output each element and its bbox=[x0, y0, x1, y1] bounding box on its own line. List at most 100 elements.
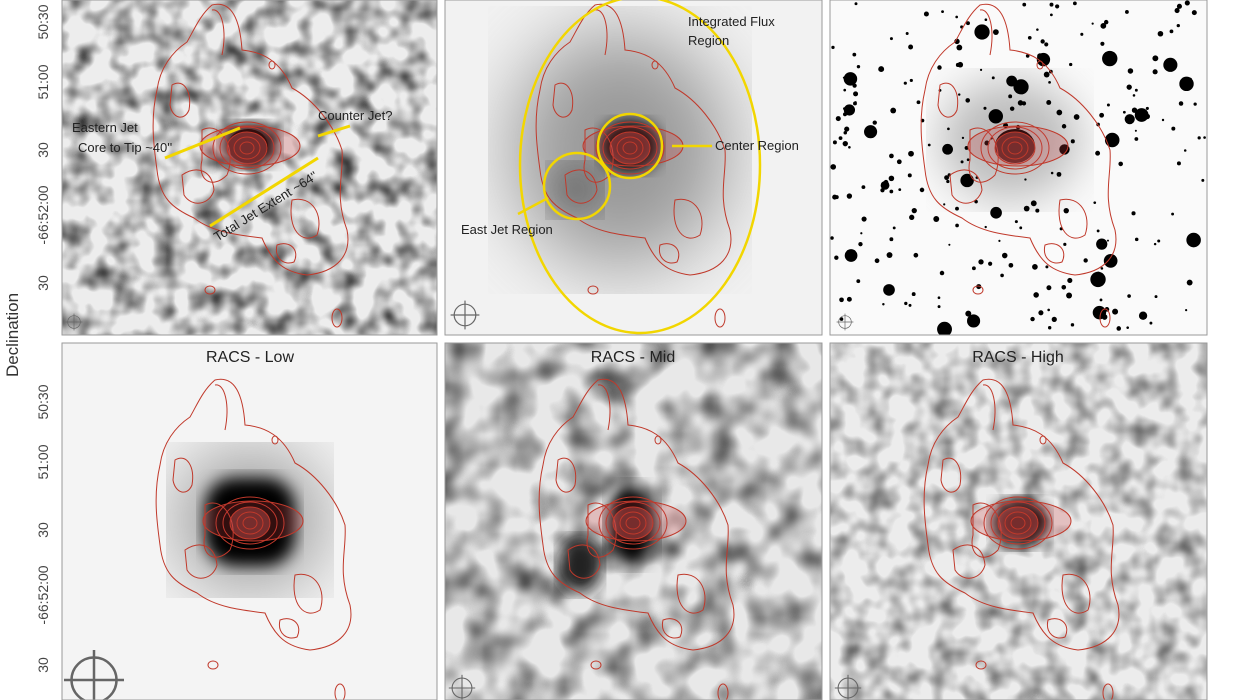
star bbox=[1063, 242, 1067, 246]
star bbox=[882, 303, 885, 306]
star bbox=[834, 255, 839, 260]
star bbox=[872, 120, 877, 125]
star bbox=[1047, 326, 1052, 330]
star bbox=[1000, 273, 1004, 278]
star bbox=[1103, 254, 1118, 268]
star bbox=[830, 236, 834, 240]
star bbox=[839, 317, 844, 321]
star bbox=[1112, 308, 1119, 315]
star bbox=[1037, 53, 1043, 59]
star bbox=[1044, 42, 1049, 47]
star bbox=[955, 206, 959, 211]
star bbox=[1134, 108, 1149, 122]
star bbox=[1102, 50, 1118, 67]
star bbox=[1030, 316, 1035, 322]
star bbox=[1174, 8, 1180, 14]
star bbox=[889, 189, 894, 194]
star bbox=[1127, 294, 1131, 298]
star bbox=[1103, 19, 1109, 25]
star bbox=[1185, 309, 1188, 312]
annotation: Core to Tip ~40'' bbox=[78, 140, 172, 155]
star bbox=[1127, 68, 1134, 74]
star bbox=[1184, 0, 1190, 6]
star bbox=[1066, 292, 1073, 299]
star bbox=[1169, 29, 1174, 34]
star bbox=[1009, 106, 1015, 111]
star bbox=[960, 173, 974, 188]
star bbox=[1091, 22, 1094, 25]
star bbox=[1201, 178, 1205, 182]
star bbox=[955, 15, 959, 19]
star bbox=[848, 145, 851, 149]
star bbox=[1096, 238, 1108, 250]
star bbox=[1131, 211, 1136, 216]
star bbox=[919, 187, 925, 193]
star bbox=[860, 232, 863, 235]
star bbox=[1188, 77, 1192, 82]
star bbox=[1197, 136, 1201, 140]
star bbox=[1032, 264, 1038, 270]
annotation: Eastern Jet bbox=[72, 120, 138, 135]
star bbox=[856, 64, 861, 69]
star bbox=[1045, 265, 1049, 269]
star bbox=[1030, 200, 1037, 207]
star bbox=[978, 259, 984, 265]
star bbox=[913, 252, 919, 258]
star bbox=[898, 188, 902, 192]
star bbox=[838, 136, 843, 140]
star bbox=[883, 179, 889, 185]
star bbox=[911, 207, 917, 214]
star bbox=[1090, 271, 1106, 288]
panel-frame bbox=[444, 342, 823, 700]
star bbox=[923, 11, 929, 17]
star bbox=[883, 284, 895, 296]
y-tick-label: 30 bbox=[35, 142, 51, 158]
star bbox=[1051, 316, 1057, 322]
star bbox=[1056, 171, 1062, 177]
star bbox=[1126, 326, 1129, 329]
panel-frame bbox=[829, 342, 1208, 700]
star bbox=[961, 136, 965, 140]
star bbox=[1013, 79, 1029, 95]
panel-6 bbox=[830, 343, 1207, 700]
star bbox=[1131, 107, 1138, 113]
star bbox=[1069, 62, 1073, 67]
panel-1 bbox=[62, 0, 437, 335]
star bbox=[1176, 23, 1180, 28]
star bbox=[960, 160, 964, 164]
star bbox=[909, 214, 915, 220]
star bbox=[1019, 226, 1023, 230]
star bbox=[911, 292, 916, 297]
annotation: Counter Jet? bbox=[318, 108, 392, 123]
y-tick-label: 51:00 bbox=[35, 64, 51, 99]
star bbox=[1038, 310, 1044, 316]
panel-4 bbox=[62, 343, 437, 700]
star bbox=[853, 91, 859, 97]
star bbox=[939, 270, 945, 276]
star bbox=[916, 100, 921, 105]
star bbox=[942, 143, 953, 155]
star bbox=[937, 321, 952, 335]
star bbox=[1101, 314, 1108, 320]
star bbox=[880, 188, 885, 193]
panel-frame bbox=[61, 0, 438, 336]
star bbox=[830, 164, 837, 170]
star bbox=[1203, 136, 1206, 139]
star bbox=[889, 153, 894, 159]
star bbox=[948, 243, 951, 246]
star bbox=[842, 140, 848, 147]
star bbox=[1132, 94, 1136, 97]
star bbox=[909, 78, 913, 83]
star bbox=[843, 72, 858, 86]
star bbox=[1067, 277, 1073, 284]
star bbox=[1055, 4, 1060, 9]
annotation: Integrated Flux Region bbox=[688, 14, 775, 48]
star bbox=[955, 223, 959, 228]
star bbox=[1017, 100, 1024, 106]
star bbox=[991, 76, 995, 80]
star bbox=[861, 185, 866, 190]
star bbox=[904, 301, 908, 306]
star bbox=[1014, 220, 1018, 224]
star bbox=[1122, 110, 1126, 114]
